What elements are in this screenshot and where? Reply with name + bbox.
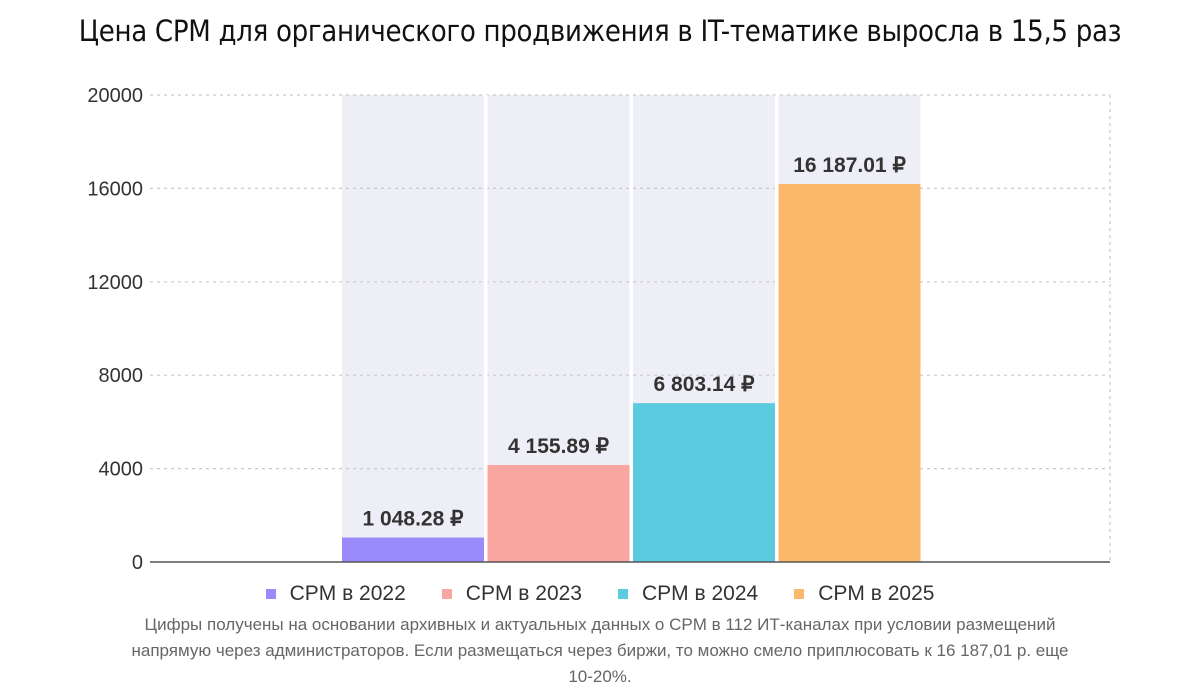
bar-value-label: 4 155.89 ₽ (508, 435, 610, 458)
legend-label: CPM в 2023 (465, 582, 582, 605)
y-tick-label: 4000 (99, 459, 144, 481)
legend-swatch (441, 589, 452, 599)
legend-item[interactable]: CPM в 2024 (618, 582, 758, 606)
gridlines (150, 94, 1111, 562)
legend-item[interactable]: CPM в 2025 (794, 582, 934, 606)
legend-label: CPM в 2022 (289, 582, 406, 605)
bars (342, 184, 921, 562)
legend-item[interactable]: CPM в 2023 (441, 582, 582, 606)
footnote: Цифры получены на основании архивных и а… (131, 615, 1069, 686)
bar-chart: 0 4000 8000 12000 16000 20000 1 048.28 ₽ 4 155… (87, 85, 1111, 574)
legend-item[interactable]: CPM в 2022 (265, 582, 406, 606)
y-tick-label: 0 (132, 552, 143, 574)
bar[interactable] (778, 184, 921, 562)
legend-swatch (794, 589, 805, 599)
legend: CPM в 2022 CPM в 2023 CPM в 2024 CPM в 2025 (0, 582, 1200, 606)
data-labels: 1 048.28 ₽ 4 155.89 ₽ 6 803.14 ₽ 16 187.01 … (363, 154, 907, 530)
bar-value-label: 16 187.01 ₽ (793, 154, 906, 177)
bar[interactable] (633, 403, 775, 562)
y-tick-label: 8000 (99, 365, 144, 387)
y-tick-label: 16000 (87, 178, 143, 200)
legend-label: CPM в 2024 (642, 582, 759, 605)
y-axis-ticks: 0 4000 8000 12000 16000 20000 (87, 85, 143, 574)
legend-swatch (618, 589, 628, 599)
y-tick-label: 20000 (87, 85, 143, 107)
bar-value-label: 6 803.14 ₽ (654, 373, 756, 396)
bar[interactable] (342, 537, 484, 562)
y-tick-label: 12000 (87, 272, 143, 294)
legend-swatch (265, 589, 276, 599)
bar-value-label: 1 048.28 ₽ (363, 508, 465, 531)
legend-label: CPM в 2025 (818, 582, 935, 605)
bar[interactable] (487, 464, 630, 562)
chart-title: Цена CPM для органического продвижения в… (78, 14, 1122, 48)
